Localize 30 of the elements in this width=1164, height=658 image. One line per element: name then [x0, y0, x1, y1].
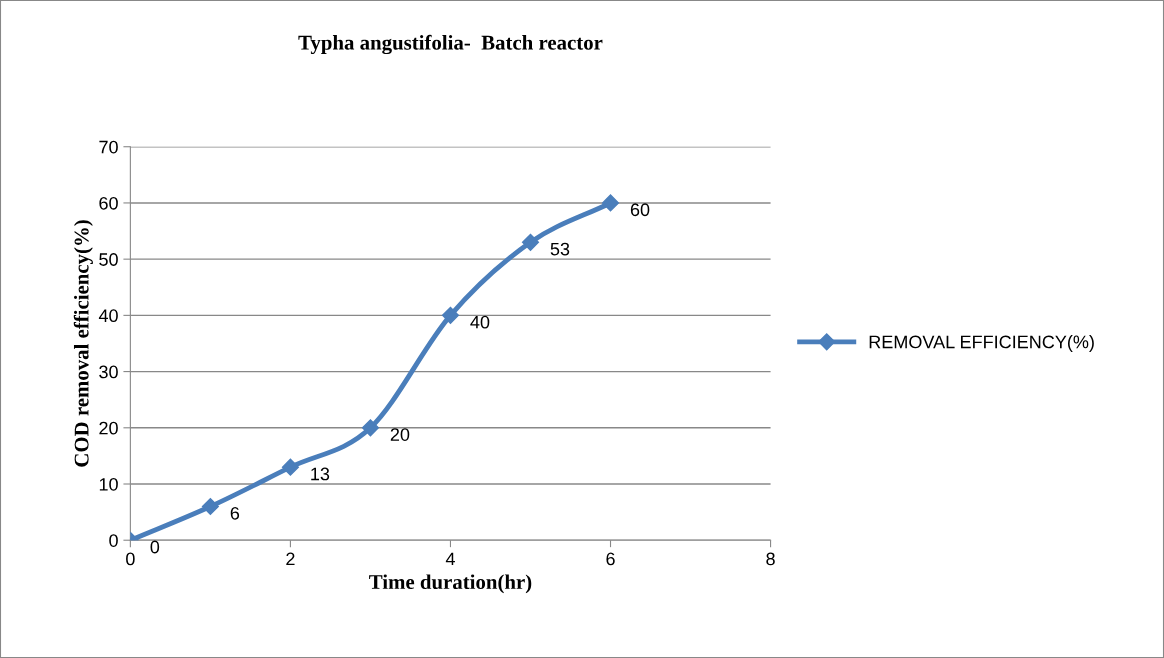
y-tick-label: 10 — [99, 477, 118, 491]
point — [601, 194, 620, 212]
y-tick-label: 20 — [99, 421, 118, 435]
point — [361, 419, 379, 437]
y-tick-label: 70 — [99, 140, 118, 154]
x-tick-label: 8 — [766, 552, 775, 566]
data-label: 13 — [311, 467, 330, 481]
data-label: 6 — [230, 506, 240, 520]
chart-title: Typha angustifolia- Batch reactor — [298, 34, 603, 55]
y-tick-label: 0 — [109, 534, 118, 547]
point — [441, 306, 460, 324]
data-label: 40 — [470, 315, 490, 329]
point — [521, 233, 540, 251]
y-tick-label: 60 — [99, 196, 118, 210]
point — [281, 458, 299, 476]
data-label: 53 — [550, 242, 570, 256]
x-tick-label: 4 — [445, 552, 455, 566]
data-label: 60 — [630, 203, 650, 217]
y-tick-label: 30 — [99, 365, 118, 379]
y-tick-label: 50 — [99, 253, 118, 266]
x-tick-label: 2 — [286, 552, 295, 566]
data-label: 0 — [150, 540, 160, 554]
x-tick-label: 0 — [126, 552, 135, 566]
data-label: 20 — [390, 428, 410, 441]
y-axis-title: COD removal efficiency(%) — [73, 220, 93, 467]
legend-label: REMOVAL EFFICIENCY(%) — [869, 335, 1094, 352]
x-tick-label: 6 — [606, 552, 615, 566]
y-tick-label: 40 — [98, 309, 118, 323]
point — [201, 497, 219, 516]
x-axis-title: Time duration(hr) — [369, 574, 532, 594]
